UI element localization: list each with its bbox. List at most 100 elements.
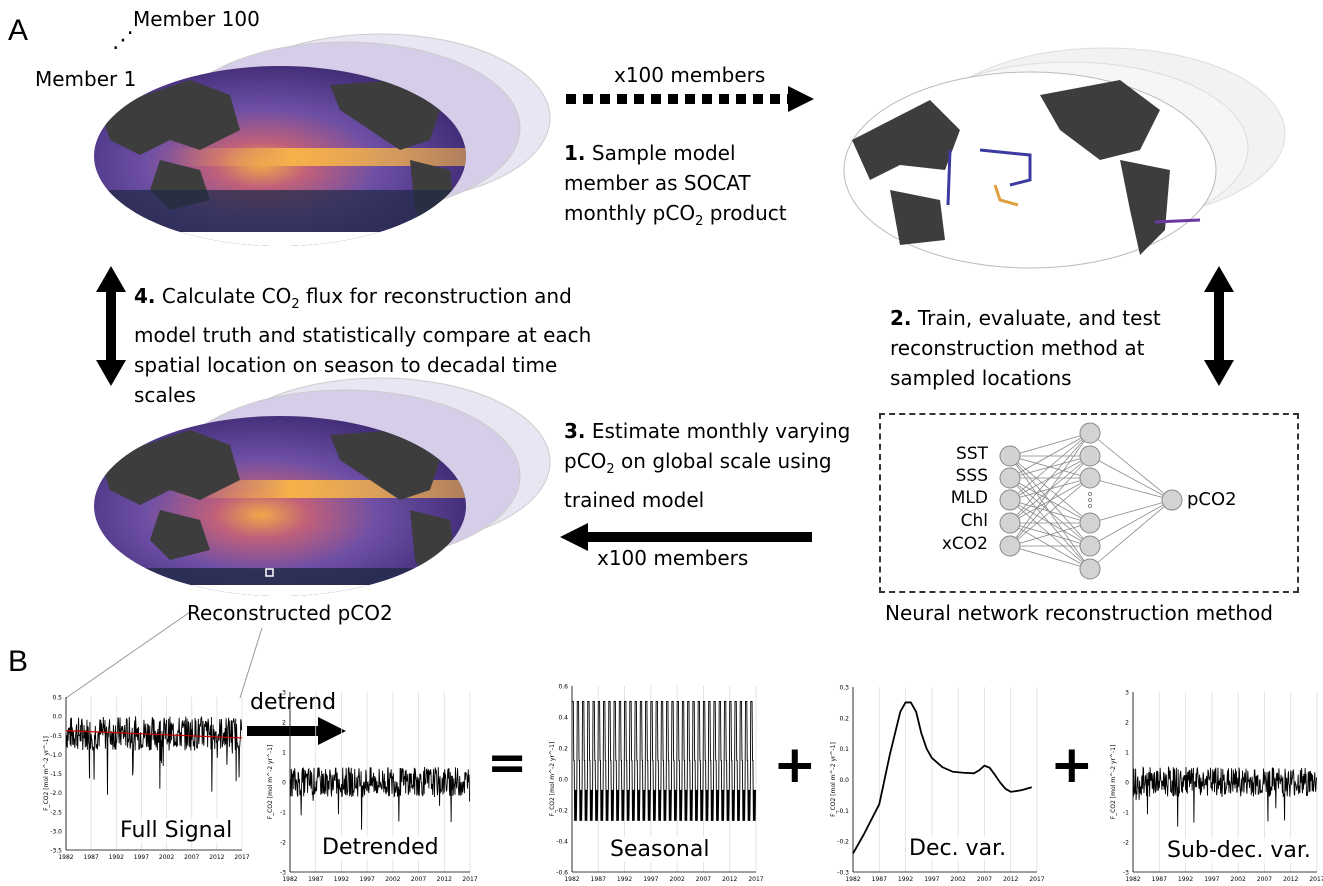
plus-sign-2: + [1050, 735, 1094, 795]
series-line [572, 701, 757, 821]
y-tick-label: -0.4 [556, 839, 568, 846]
x-tick-label: 1992 [109, 854, 124, 861]
nn-input-node [999, 445, 1021, 467]
x-tick-label: 1987 [308, 876, 323, 883]
y-tick-label: 0 [1125, 780, 1129, 787]
chart-title: Seasonal [610, 837, 709, 862]
x-tick-label: 2007 [184, 854, 199, 861]
y-tick-label: -0.2 [556, 808, 568, 815]
chart-title: Full Signal [120, 818, 232, 843]
nn-input-label: Chl [960, 511, 988, 531]
x-tick-label: 1982 [58, 854, 73, 861]
x-tick-label: 1987 [1152, 876, 1167, 883]
panel-letter-a: A [8, 14, 29, 47]
x-tick-label: 2007 [1257, 876, 1272, 883]
x-tick-label: 2012 [1283, 876, 1298, 883]
y-tick-label: 0.6 [558, 684, 568, 691]
nn-input-node [999, 512, 1021, 534]
arrow-detrend [247, 717, 346, 745]
x-tick-label: 1997 [1204, 876, 1219, 883]
series-line [1132, 765, 1318, 827]
x-tick-label: 2012 [437, 876, 452, 883]
x-tick-label: 2017 [234, 854, 249, 861]
nn-hidden-node [1079, 422, 1101, 444]
y-tick-label: -3 [280, 870, 286, 877]
y-tick-label: 0.2 [839, 715, 849, 722]
arrow-bottom-label: x100 members [597, 546, 749, 570]
y-axis-label: F_CO2 [mol m^-2 yr^-1] [830, 742, 837, 817]
y-tick-label: -2.5 [50, 809, 62, 816]
nn-output-node [1161, 489, 1183, 511]
nn-input-label: SSS [955, 466, 988, 486]
panel-letter-b: B [8, 645, 29, 678]
nn-hidden-node [1079, 535, 1101, 557]
arrow-left-vertical [96, 266, 126, 386]
nn-hidden-node [1079, 558, 1101, 580]
y-tick-label: 0.1 [839, 746, 849, 753]
y-tick-label: 0.4 [558, 715, 568, 722]
x-tick-label: 1997 [360, 876, 375, 883]
sampled-maps [843, 47, 1286, 269]
nn-input-node [999, 489, 1021, 511]
nn-input-label: SST [956, 444, 988, 464]
y-tick-label: 1 [282, 750, 286, 757]
nn-hidden-node [1079, 512, 1101, 534]
y-tick-label: -0.2 [837, 839, 849, 846]
y-tick-label: 0.0 [52, 714, 62, 721]
nn-input-label: MLD [950, 488, 988, 508]
reconstructed-maps [94, 377, 551, 596]
chart-title: Detrended [322, 835, 439, 860]
y-axis-label: F_CO2 [mol m^-2 yr^-1] [267, 745, 274, 820]
y-tick-label: 0.0 [558, 777, 568, 784]
location-marker [265, 568, 274, 577]
x-tick-label: 2007 [696, 876, 711, 883]
nn-input-node [999, 535, 1021, 557]
neural-network-diagram [999, 422, 1183, 580]
x-tick-label: 1992 [334, 876, 349, 883]
nn-hidden-node [1079, 445, 1101, 467]
y-tick-label: -0.1 [837, 808, 849, 815]
nn-hidden-node [1079, 467, 1101, 489]
x-tick-label: 1997 [924, 876, 939, 883]
x-tick-label: 1982 [564, 876, 579, 883]
y-tick-label: -0.3 [837, 870, 849, 877]
x-tick-label: 2017 [1029, 876, 1044, 883]
x-tick-label: 1987 [591, 876, 606, 883]
x-tick-label: 2002 [159, 854, 174, 861]
x-tick-label: 1987 [84, 854, 99, 861]
x-tick-label: 2007 [977, 876, 992, 883]
y-tick-label: -3 [1123, 870, 1129, 877]
step-1-text: 1. Sample model member as SOCAT monthly … [564, 141, 787, 229]
y-tick-label: 3 [1125, 690, 1129, 697]
series-line [289, 767, 471, 830]
y-tick-label: 0 [282, 780, 286, 787]
y-tick-label: -1.5 [50, 771, 62, 778]
y-tick-label: -2 [280, 840, 286, 847]
nn-caption: Neural network reconstruction method [885, 601, 1273, 625]
y-tick-label: -0.5 [50, 733, 62, 740]
y-tick-label: 3 [282, 690, 286, 697]
arrow-bottom [560, 523, 812, 551]
x-tick-label: 1992 [898, 876, 913, 883]
y-tick-label: -1.0 [50, 752, 62, 759]
chart-title: Sub-dec. var. [1167, 838, 1311, 863]
y-tick-label: 2 [282, 720, 286, 727]
y-tick-label: 0.3 [839, 685, 849, 692]
neural-network-box [879, 413, 1299, 593]
y-axis-label: F_CO2 [mol m^-2 yr^-1] [549, 742, 556, 817]
reconstructed-label: Reconstructed pCO2 [187, 601, 393, 625]
x-tick-label: 2012 [209, 854, 224, 861]
x-tick-label: 1982 [282, 876, 297, 883]
x-tick-label: 1987 [872, 876, 887, 883]
y-tick-label: 0.5 [52, 695, 62, 702]
x-tick-label: 2012 [722, 876, 737, 883]
x-tick-label: 2002 [670, 876, 685, 883]
x-tick-label: 2017 [1309, 876, 1323, 883]
y-tick-label: -0.6 [556, 870, 568, 877]
nn-output-label: pCO2 [1187, 489, 1237, 510]
step-3-text: 3. Estimate monthly varying pCO2 on glob… [564, 419, 851, 512]
y-axis-label: F_CO2 [mol m^-2 yr^-1] [43, 736, 50, 811]
nn-input-label: xCO2 [941, 534, 988, 554]
